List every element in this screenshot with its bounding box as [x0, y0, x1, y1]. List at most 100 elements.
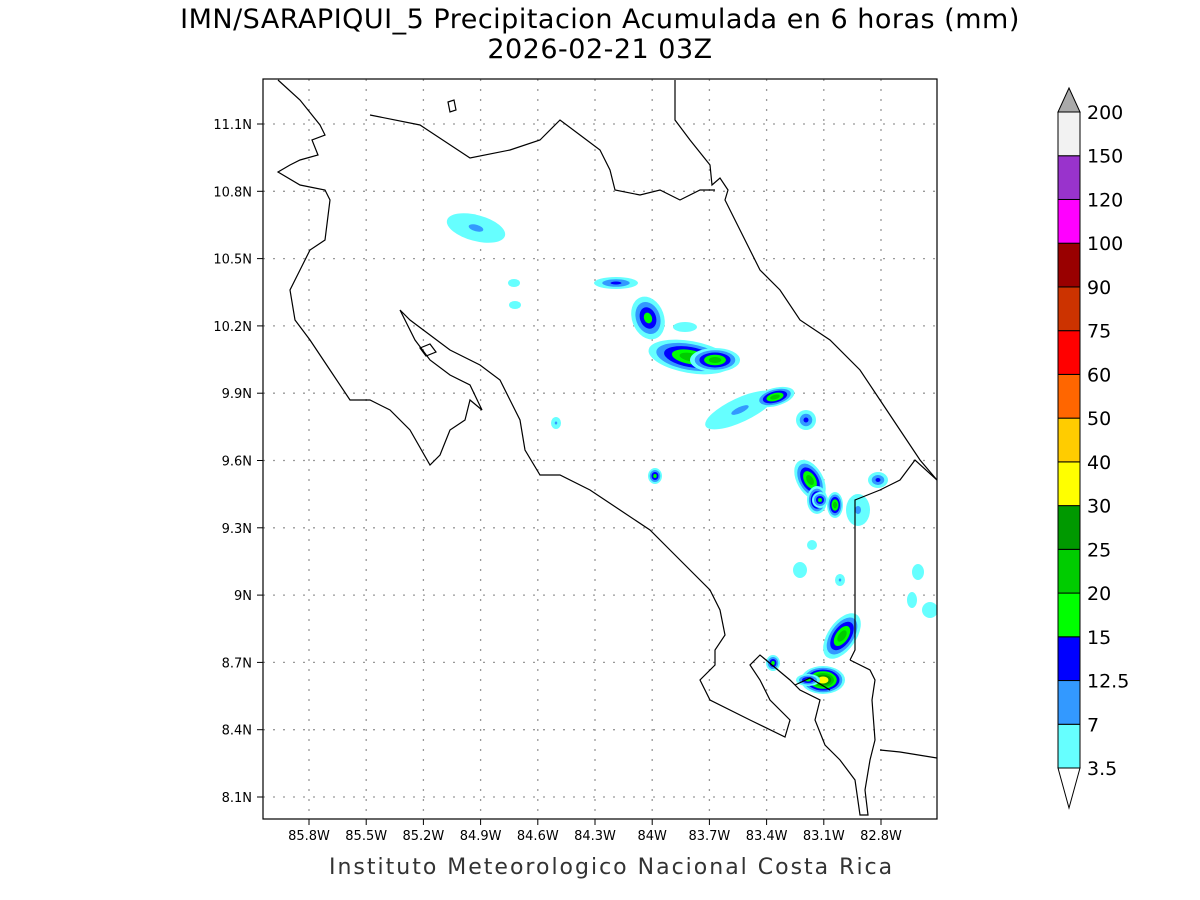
osa-inlet	[794, 677, 831, 691]
colorbar-box	[1057, 111, 1081, 157]
chart-title: IMN/SARAPIQUI_5 Precipitacion Acumulada …	[180, 4, 1020, 35]
precip-contour	[610, 281, 622, 285]
precip-contour	[803, 417, 809, 423]
colorbar-box	[1057, 286, 1081, 332]
precip-contour	[708, 357, 722, 363]
colorbar-box	[1057, 417, 1081, 463]
colorbar-label: 90	[1087, 277, 1111, 299]
lat-tick-label: 11.1N	[213, 118, 252, 133]
lat-tick-label: 9.9N	[222, 387, 252, 402]
colorbar-under-triangle	[1057, 767, 1081, 810]
colorbar-box	[1057, 461, 1081, 507]
coastlines	[276, 79, 937, 816]
precip-contour	[793, 562, 807, 578]
precip-contour	[817, 676, 829, 684]
precip-contour	[837, 630, 847, 642]
precip-contour	[922, 602, 937, 618]
lon-tick-label: 83.7W	[688, 829, 730, 844]
precip-contour	[875, 478, 881, 482]
precip-contour	[818, 498, 822, 502]
colorbar-label: 100	[1087, 233, 1123, 255]
caribbean-coastline	[674, 80, 937, 481]
colorbar-box	[1057, 505, 1081, 550]
colorbar-label: 150	[1087, 146, 1123, 168]
precip-contour	[653, 474, 657, 478]
colorbar-box	[1057, 592, 1081, 638]
precip-contour	[771, 661, 775, 665]
longitude-tick-labels: 85.8W 85.5W 85.2W 84.9W 84.6W 84.3W 84W 83.7W 83…	[288, 819, 902, 844]
colorbar-box	[1057, 242, 1081, 288]
lat-tick-label: 10.8N	[213, 185, 252, 200]
island-north	[447, 99, 457, 113]
lon-tick-label: 83.1W	[803, 829, 845, 844]
colorbar-label: 25	[1087, 539, 1111, 561]
lat-tick-label: 8.4N	[222, 724, 252, 739]
lon-tick-label: 84.9W	[460, 829, 502, 844]
colorbar-label: 50	[1087, 408, 1111, 430]
precip-contour	[673, 322, 697, 332]
precip-contour	[833, 501, 837, 509]
lon-tick-label: 82.8W	[860, 829, 902, 844]
colorbar-label: 75	[1087, 321, 1111, 343]
colorbar-label: 60	[1087, 364, 1111, 386]
panama-border	[849, 459, 937, 661]
precip-contour	[912, 564, 924, 580]
colorbar-label: 200	[1087, 102, 1123, 124]
lat-tick-label: 9.6N	[222, 455, 252, 470]
colorbar-label: 15	[1087, 627, 1111, 649]
footer-credit: Instituto Meteorologico Nacional Costa R…	[329, 855, 895, 880]
colorbar: 3.5 7 12.5 15 20 25 30 40 50 60 75 90 100 120 150 200	[1057, 86, 1129, 810]
precip-contour	[468, 224, 484, 232]
colorbar-label: 20	[1087, 583, 1111, 605]
lon-tick-label: 84.6W	[517, 829, 559, 844]
precip-contour	[508, 279, 520, 287]
colorbar-over-triangle	[1057, 86, 1081, 113]
precip-contour	[838, 578, 842, 582]
colorbar-label: 40	[1087, 452, 1111, 474]
nicaragua-border	[369, 114, 715, 201]
lon-tick-label: 85.8W	[288, 829, 330, 844]
lat-tick-label: 10.2N	[213, 320, 252, 335]
precip-contour	[806, 474, 814, 486]
precipitation-field	[446, 213, 937, 694]
lat-tick-label: 8.7N	[222, 656, 252, 671]
latitude-tick-labels: 11.1N 10.8N 10.5N 10.2N 9.9N 9.6N 9.3N 9N 8.7N 8.…	[213, 118, 263, 806]
colorbar-box	[1057, 198, 1081, 244]
lake-island	[419, 343, 437, 357]
colorbar-label: 7	[1087, 714, 1099, 736]
panama-coast	[879, 749, 937, 759]
colorbar-label: 30	[1087, 496, 1111, 518]
map-frame	[262, 78, 938, 820]
lat-tick-label: 10.5N	[213, 253, 252, 268]
pacific-coastline	[276, 79, 876, 816]
colorbar-label: 3.5	[1087, 758, 1117, 780]
colorbar-box	[1057, 636, 1081, 682]
precip-contour	[731, 405, 749, 415]
map-background	[263, 79, 937, 819]
colorbar-box	[1057, 548, 1081, 594]
colorbar-box	[1057, 373, 1081, 419]
colorbar-box	[1057, 723, 1081, 769]
lat-tick-label: 9N	[234, 589, 252, 604]
lat-tick-label: 8.1N	[222, 791, 252, 806]
precip-contour	[770, 394, 780, 400]
lon-tick-label: 84W	[637, 829, 667, 844]
lon-tick-label: 84.3W	[574, 829, 616, 844]
precip-contour	[855, 506, 861, 514]
precip-contour	[907, 592, 917, 608]
lat-tick-label: 9.3N	[222, 522, 252, 537]
chart-subtitle-date: 2026-02-21 03Z	[487, 34, 713, 65]
lon-tick-label: 85.2W	[402, 829, 444, 844]
precip-contour	[509, 301, 521, 309]
precip-contour	[807, 540, 817, 550]
precip-contour	[643, 312, 653, 324]
lon-tick-label: 85.5W	[345, 829, 387, 844]
colorbar-box	[1057, 330, 1081, 375]
precip-contour	[554, 421, 558, 425]
colorbar-label: 12.5	[1087, 671, 1129, 693]
colorbar-box	[1057, 155, 1081, 200]
grid-lines	[263, 79, 937, 819]
colorbar-label: 120	[1087, 189, 1123, 211]
lon-tick-label: 83.4W	[746, 829, 788, 844]
